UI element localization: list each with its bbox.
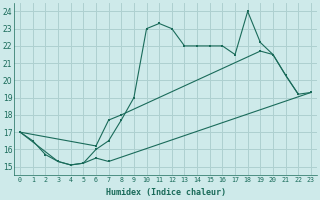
X-axis label: Humidex (Indice chaleur): Humidex (Indice chaleur): [106, 188, 226, 197]
